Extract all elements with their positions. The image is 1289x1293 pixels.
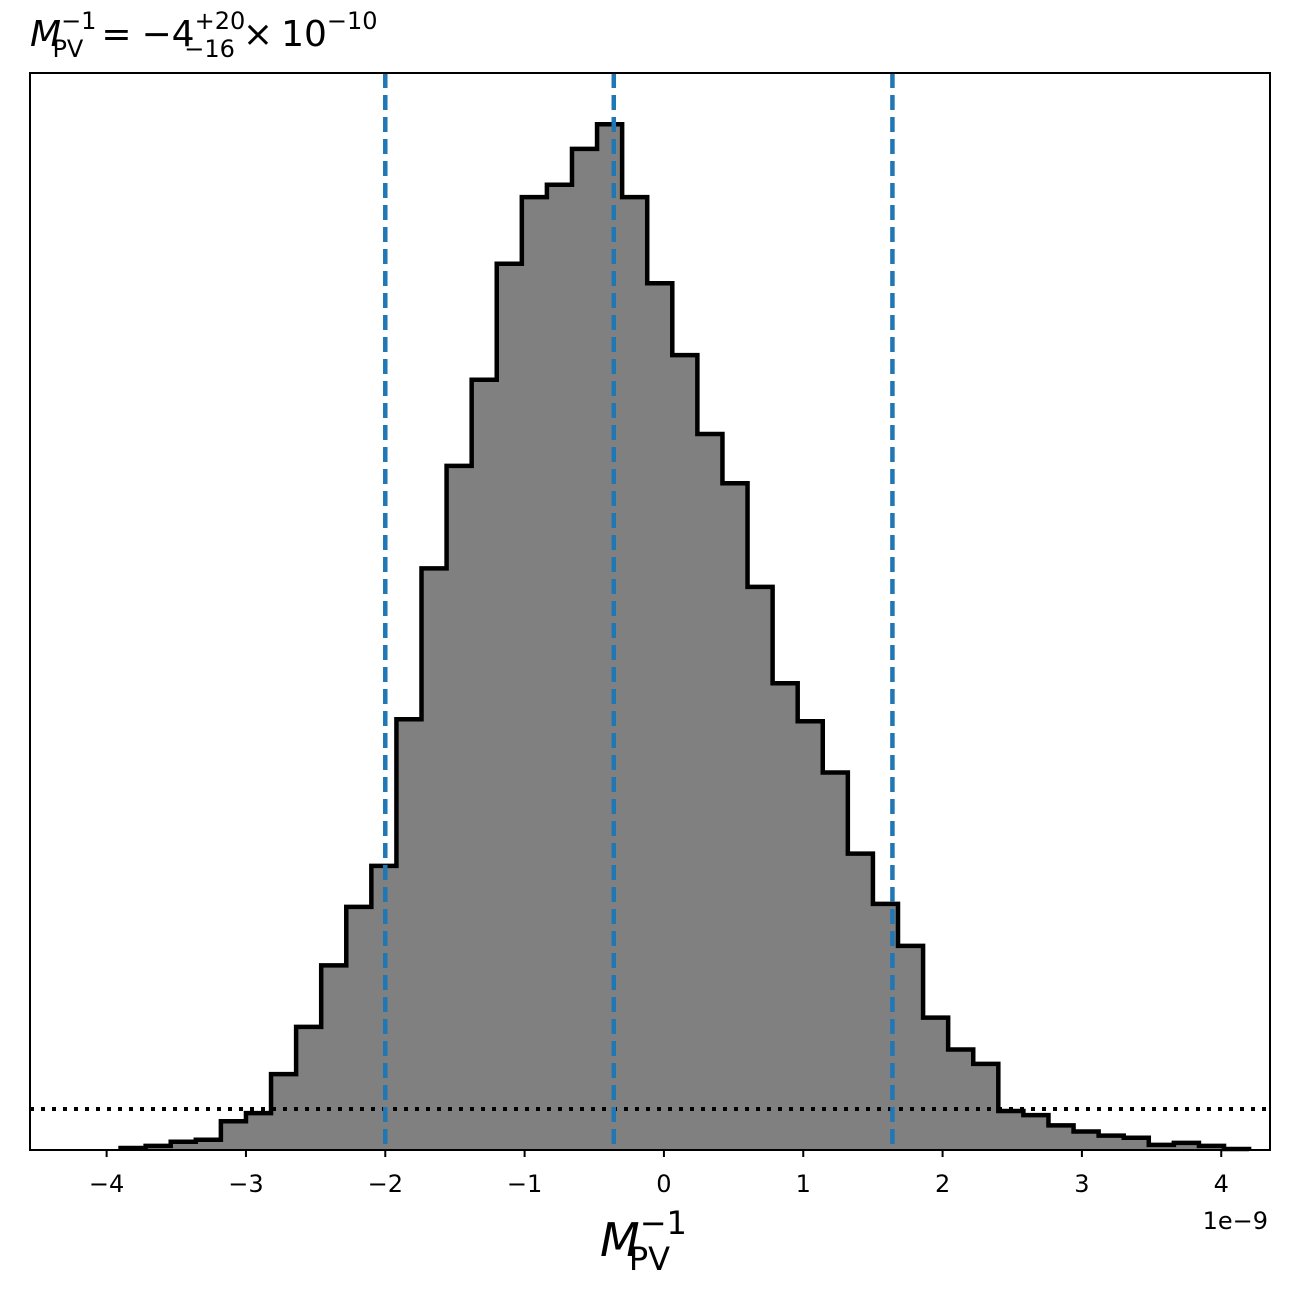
histogram-bar [597, 124, 623, 1150]
histogram-bar [847, 853, 874, 1150]
histogram-bar [923, 1017, 949, 1150]
histogram-bar [1173, 1142, 1200, 1150]
histogram-bar [271, 1074, 297, 1150]
histogram-bar [245, 1113, 272, 1150]
histogram-bar [722, 483, 749, 1150]
title-lower-error: −16 [184, 35, 235, 63]
histogram-bar [296, 1026, 322, 1150]
histogram-bar [521, 197, 548, 1150]
title-scale-base: 10 [281, 14, 327, 55]
axes-frame [29, 72, 1271, 1151]
histogram-bar [446, 465, 473, 1150]
histogram-bar [346, 906, 372, 1150]
histogram-bar [973, 1063, 999, 1150]
histogram-bar [797, 721, 824, 1150]
x-tick-label: 3 [1074, 1170, 1089, 1198]
chart-title: M−1 PV = −4+20 −16 × 10−10 [30, 7, 378, 63]
histogram-bar [672, 355, 698, 1151]
histogram-bar [220, 1121, 247, 1150]
histogram-bar [998, 1111, 1024, 1150]
histogram-bar [1123, 1137, 1150, 1150]
histogram-bar [1023, 1115, 1049, 1150]
histogram-bar [898, 945, 924, 1150]
histogram-bar [546, 184, 573, 1150]
axis-offset-label: 1e−9 [1203, 1207, 1268, 1235]
x-axis-label: M−1 PV [600, 1204, 687, 1278]
histogram-bar [195, 1139, 222, 1150]
x-tick-label: 4 [1214, 1170, 1229, 1198]
histogram-bar [948, 1049, 974, 1150]
title-subscript: PV [52, 35, 83, 63]
x-tick-label: 0 [656, 1170, 671, 1198]
histogram-bar [822, 772, 849, 1150]
xlabel-symbol: M [600, 1213, 640, 1267]
histogram-bar [396, 719, 423, 1150]
x-tick-label: −1 [507, 1170, 542, 1198]
title-symbol: M [30, 14, 61, 55]
title-superscript: −1 [61, 7, 96, 35]
histogram-bar [647, 283, 673, 1150]
histogram-bar [471, 379, 498, 1150]
plot-area [30, 73, 1270, 1152]
x-tick-label: 1 [796, 1170, 811, 1198]
x-tick-label: −3 [228, 1170, 263, 1198]
histogram-bar [1148, 1144, 1175, 1150]
title-times: × [243, 14, 273, 55]
x-tick-label: 2 [935, 1170, 950, 1198]
histogram-bar [747, 586, 774, 1150]
histogram-bar [1073, 1131, 1100, 1150]
x-tick-label: −4 [89, 1170, 124, 1198]
histogram-bar [571, 148, 598, 1151]
histogram-bar [622, 197, 648, 1150]
title-value: −4 [142, 14, 195, 55]
title-equals: = [101, 14, 131, 55]
x-axis-ticks: −4 −3 −2 −1 0 1 2 3 4 [89, 1150, 1229, 1198]
histogram-bar [421, 568, 448, 1150]
histogram-bar [697, 434, 723, 1151]
histogram-bar [496, 263, 523, 1151]
xlabel-subscript: PV [629, 1240, 670, 1278]
histogram-bar [1098, 1135, 1125, 1150]
x-tick-label: −2 [368, 1170, 403, 1198]
histogram-bar [321, 965, 347, 1150]
histogram-bar [170, 1141, 197, 1150]
xlabel-superscript: −1 [640, 1204, 687, 1242]
histogram-outline [118, 122, 1252, 1152]
title-upper-error: +20 [195, 7, 246, 35]
histogram-bar [772, 683, 799, 1150]
title-scale-exponent: −10 [327, 7, 378, 35]
histogram-bar [1048, 1125, 1075, 1150]
